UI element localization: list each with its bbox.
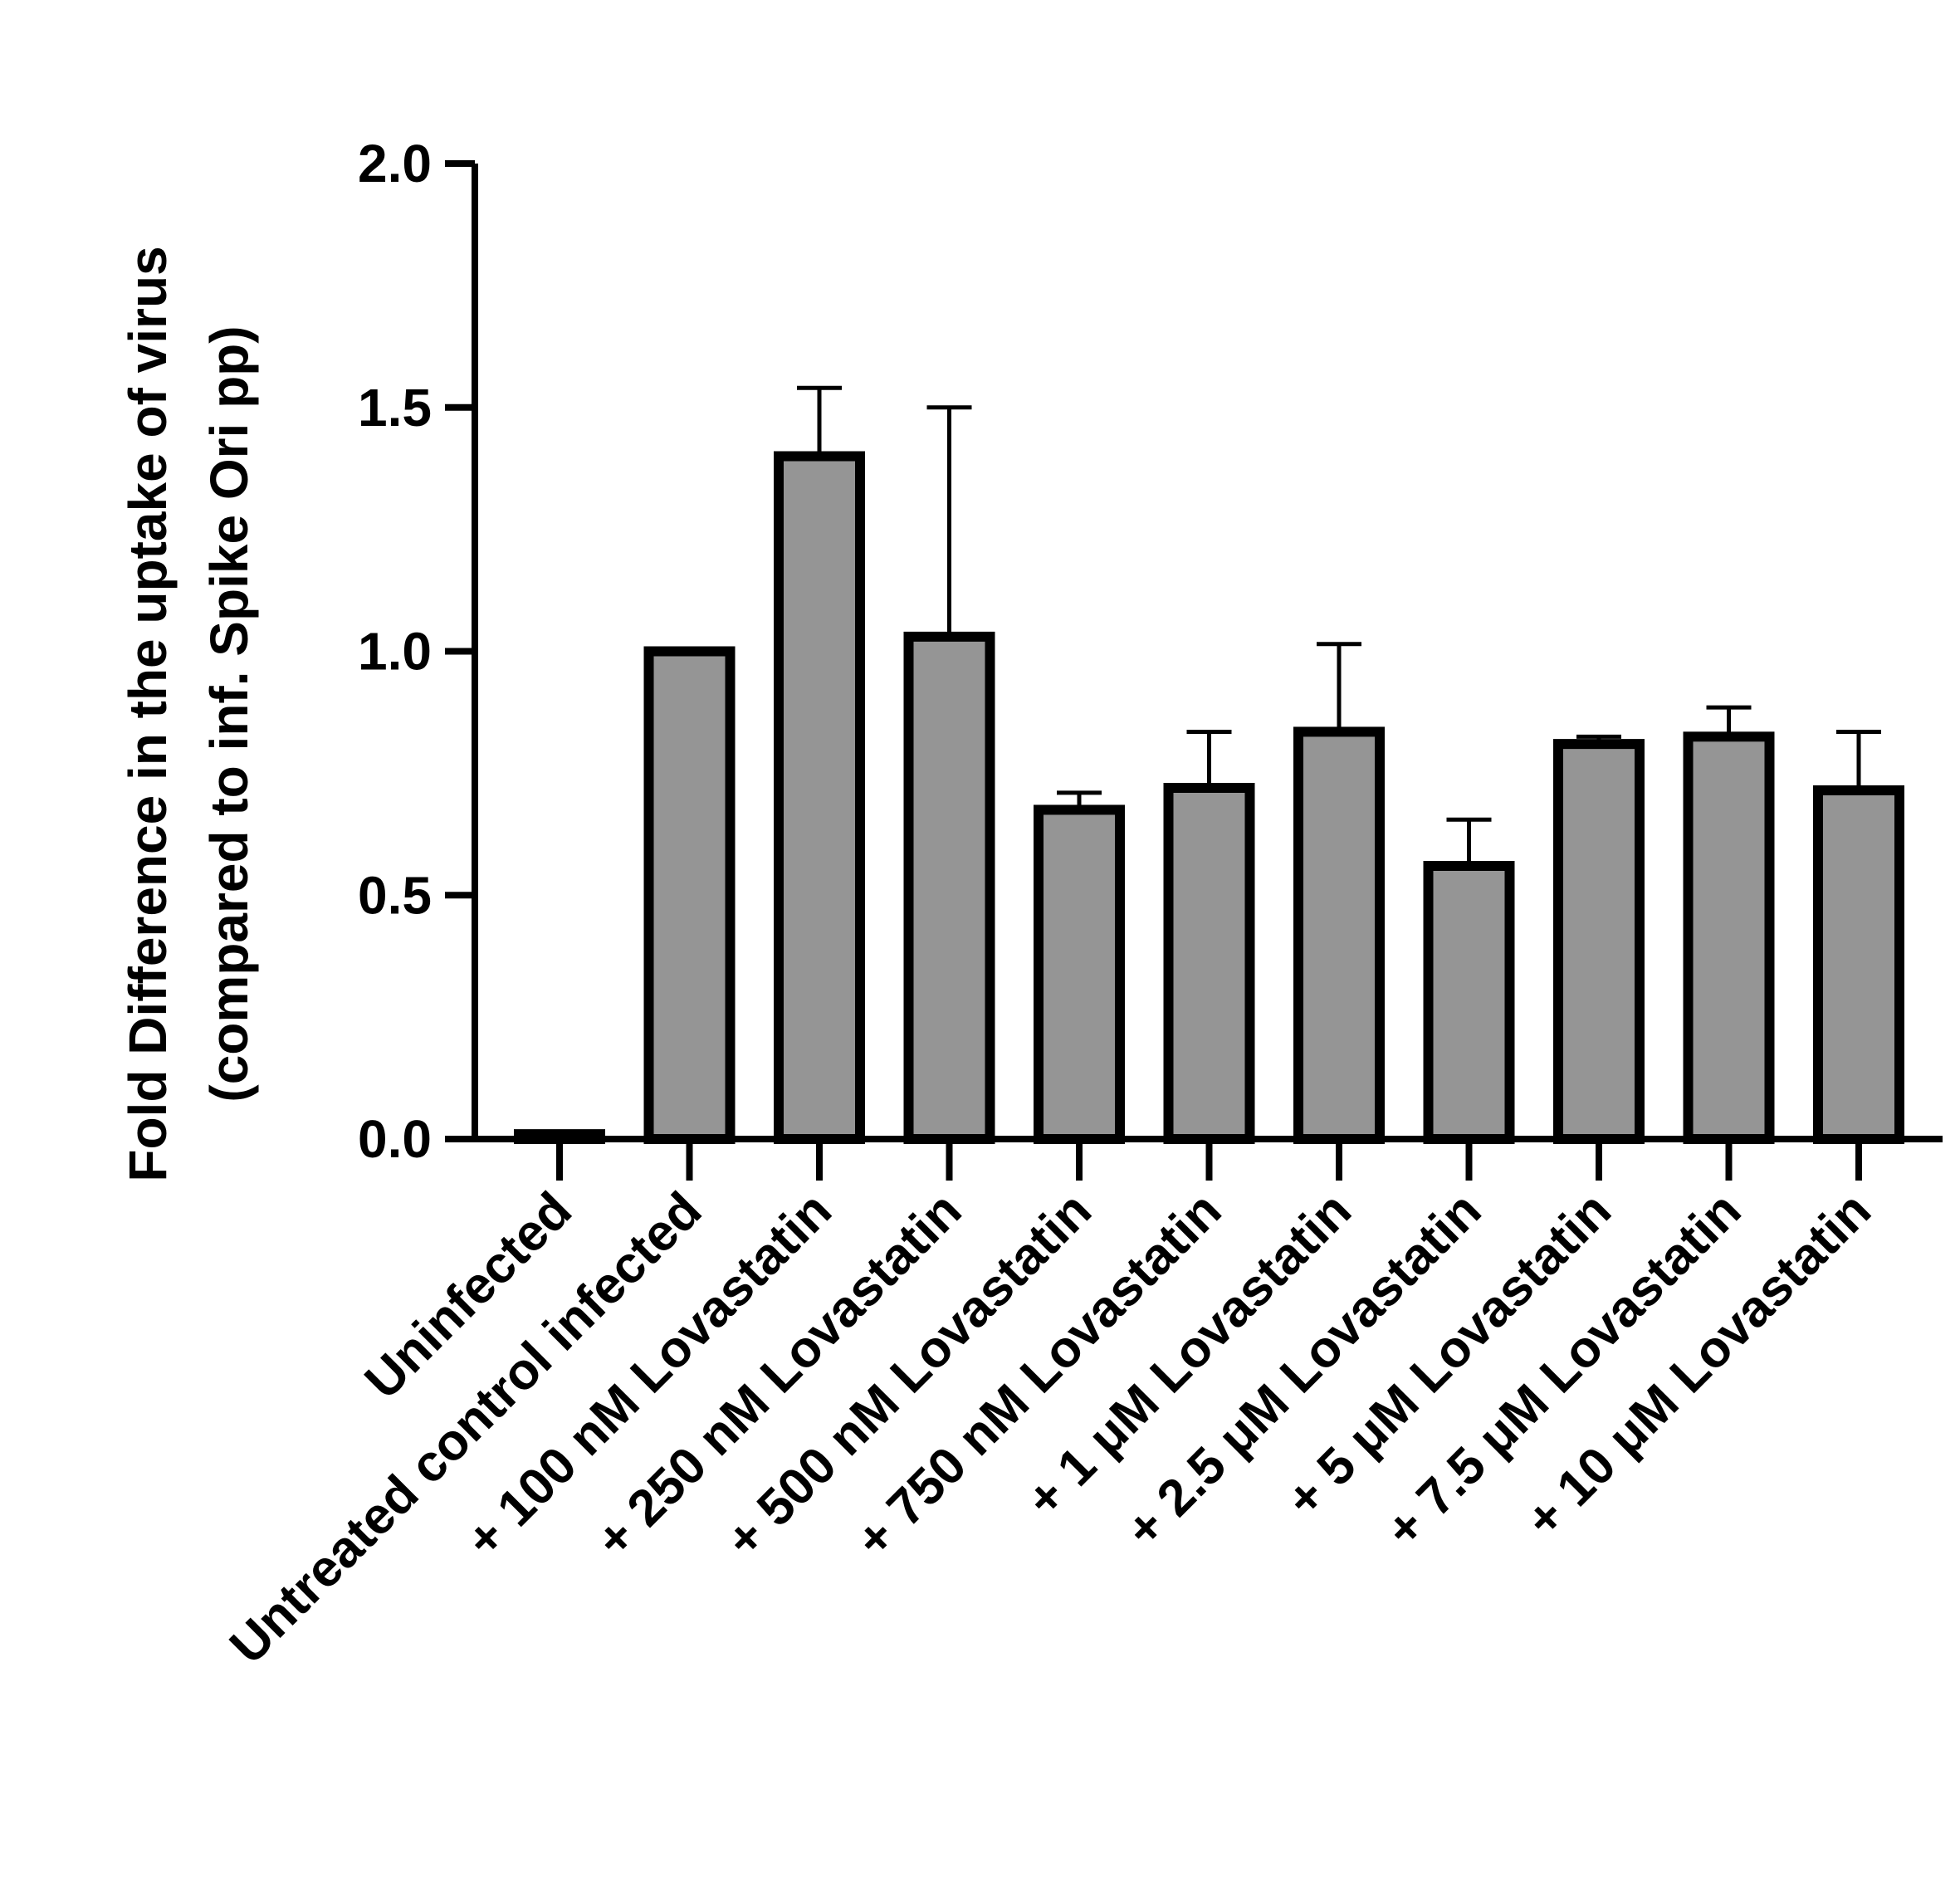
y-tick-label: 2.0 [358, 134, 432, 193]
bar [1423, 861, 1515, 1144]
y-tick-label: 1.5 [358, 378, 432, 438]
y-tick-label: 0.5 [358, 865, 432, 925]
bar [903, 631, 995, 1144]
bar [1293, 726, 1385, 1144]
bar [1813, 785, 1904, 1144]
bar [1553, 739, 1645, 1144]
y-axis-title-group: Fold Difference in the uptake of virus (… [118, 246, 259, 1181]
bar [1034, 804, 1125, 1144]
y-tick-label: 0.0 [358, 1109, 432, 1169]
bar [1683, 731, 1775, 1144]
y-axis-title: Fold Difference in the uptake of virus [118, 246, 178, 1181]
bar [1163, 783, 1255, 1144]
y-axis-subtitle: (compared to inf. Spike Ori pp) [199, 325, 259, 1102]
bar [774, 451, 865, 1144]
x-category-label: Untreated control infected [219, 1181, 712, 1675]
bar [643, 646, 736, 1144]
y-tick-label: 1.0 [358, 622, 432, 682]
